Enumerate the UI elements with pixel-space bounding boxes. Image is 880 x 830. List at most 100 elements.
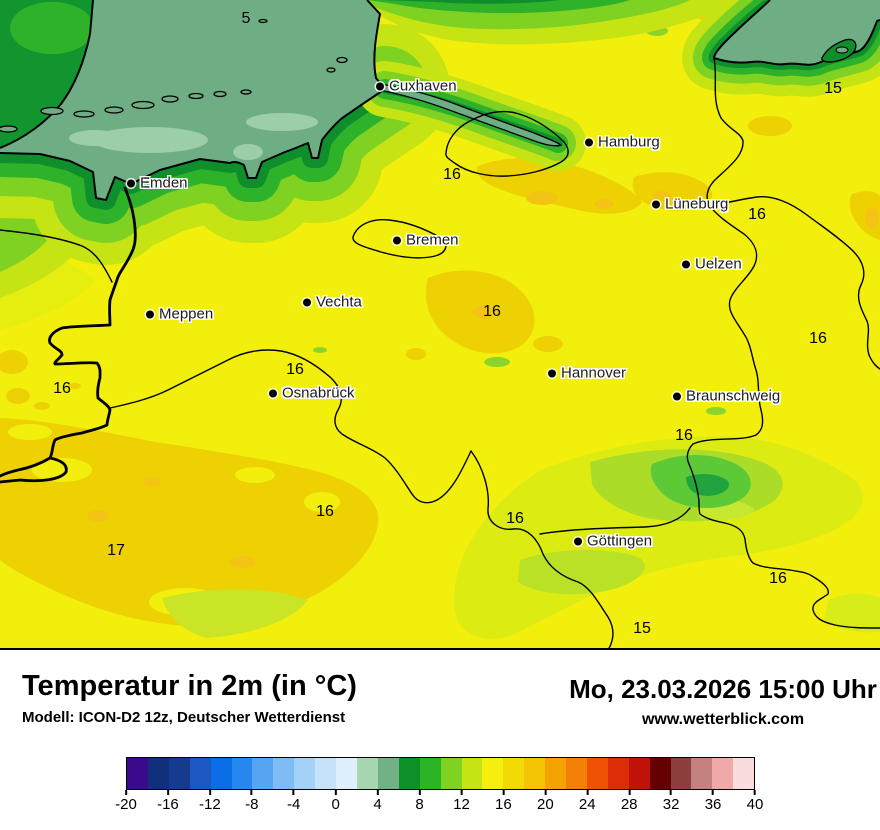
colorbar-cell: [315, 758, 337, 789]
city-marker-goettingen: Göttingen: [574, 533, 652, 550]
colorbar-cell: [440, 758, 462, 789]
colorbar-cell: [461, 758, 483, 789]
colorbar-cell: [189, 758, 211, 789]
temperature-label: 15: [633, 620, 651, 637]
temperature-label: 16: [286, 361, 304, 378]
state-border-hamburg: [445, 110, 569, 177]
temperature-label: 16: [748, 206, 766, 223]
colorbar-tick-label: 28: [621, 790, 638, 814]
colorbar-cell: [231, 758, 253, 789]
state-border-south: [109, 349, 472, 504]
city-dot: [393, 236, 401, 244]
city-marker-lueneburg: Lüneburg: [652, 196, 728, 213]
coastline: [0, 0, 386, 201]
colorbar-cell: [607, 758, 629, 789]
tick-mark: [334, 790, 337, 795]
tick-mark: [418, 790, 421, 795]
colorbar-ticks: -20 -16 -12 -8 -4 0 4 8 12 16 20 24 28 32 36 40: [115, 790, 763, 818]
borders: [0, 57, 880, 648]
state-border-northeast: [709, 196, 880, 370]
colorbar-cell: [210, 758, 232, 789]
temperature-patches: [0, 7, 880, 639]
colorbar-cell: [377, 758, 399, 789]
tick-mark: [586, 790, 589, 795]
city-label: Hannover: [561, 364, 627, 382]
temperature-label: 16: [483, 303, 501, 320]
city-label: Braunschweig: [686, 387, 781, 405]
colorbar-cell: [733, 758, 755, 789]
city-marker-hannover: Hannover: [548, 365, 626, 382]
colorbar-cell: [524, 758, 546, 789]
model-info: Modell: ICON-D2 12z, Deutscher Wetterdie…: [22, 709, 346, 726]
sea-region: [0, 0, 880, 201]
temperature-label: 16: [506, 510, 524, 527]
city-label: Lüneburg: [665, 195, 729, 213]
temperature-label: 5: [241, 10, 251, 27]
colorbar-cell: [273, 758, 295, 789]
colorbar-tick-label: 20: [537, 790, 554, 814]
city-label: Meppen: [159, 305, 214, 323]
colorbar-cell: [628, 758, 650, 789]
city-dot: [376, 82, 384, 90]
city-dot: [146, 310, 154, 318]
tick-mark: [670, 790, 673, 795]
colorbar-cell: [712, 758, 734, 789]
colorbar-cells: [126, 757, 755, 790]
tick-mark: [460, 790, 463, 795]
colorbar-tick-label: 0: [331, 790, 340, 814]
city-label: Hamburg: [598, 133, 660, 151]
colorbar-cell: [336, 758, 357, 789]
colorbar-tick-label: 4: [373, 790, 382, 814]
colorbar-cell: [503, 758, 525, 789]
colorbar-cell: [398, 758, 420, 789]
city-dot: [127, 179, 135, 187]
colorbar-cell: [482, 758, 504, 789]
city-label: Cuxhaven: [389, 77, 457, 95]
city-dot: [652, 200, 660, 208]
northwest-land: [0, 0, 94, 148]
colorbar-cell: [168, 758, 190, 789]
temperature-label: 17: [107, 542, 125, 559]
map-title: Temperatur in 2m (in °C): [22, 670, 357, 702]
city-dot: [548, 369, 556, 377]
colorbar-tick-label: -20: [115, 790, 137, 814]
temperature-label: 16: [443, 166, 461, 183]
colorbar-cell: [545, 758, 567, 789]
temperature-label: 16: [316, 503, 334, 520]
city-label: Bremen: [406, 231, 459, 249]
colorbar-cell: [127, 758, 148, 789]
city-dot: [673, 392, 681, 400]
city-marker-vechta: Vechta: [303, 294, 362, 311]
tick-mark: [754, 790, 756, 795]
colorbar-tick-label: -8: [245, 790, 258, 814]
city-label: Osnabrück: [282, 384, 355, 402]
city-label: Göttingen: [587, 532, 653, 550]
city-marker-uelzen: Uelzen: [682, 256, 742, 273]
state-border-south: [539, 507, 691, 535]
state-border: [0, 229, 113, 283]
city-dot: [574, 537, 582, 545]
weather-map: Cuxhaven Hamburg Emden Lüneburg Bremen U…: [0, 0, 880, 650]
country-border: [0, 456, 68, 484]
city-dot: [682, 260, 690, 268]
baltic-coastline: [713, 0, 880, 66]
state-border-south: [470, 450, 614, 648]
city-label: Uelzen: [695, 255, 742, 273]
forecast-datetime: Mo, 23.03.2026 15:00 Uhr: [569, 674, 877, 704]
tick-mark: [376, 790, 379, 795]
colorbar-cell: [670, 758, 692, 789]
colorbar-tick-label: 36: [705, 790, 721, 814]
city-label: Vechta: [316, 293, 362, 311]
islands: [0, 18, 857, 133]
map-image: [0, 0, 880, 648]
tick-mark: [250, 790, 253, 795]
colorbar-cell: [294, 758, 316, 789]
temperature-label: 15: [824, 80, 842, 97]
colorbar-tick-label: 40: [747, 790, 763, 814]
colorbar-tick-label: -12: [199, 790, 221, 814]
tick-mark: [208, 790, 211, 795]
city-marker-cuxhaven: Cuxhaven: [376, 78, 457, 95]
tick-mark: [125, 790, 127, 795]
city-marker-bremen: Bremen: [393, 232, 459, 249]
temperature-label: 16: [769, 570, 787, 587]
